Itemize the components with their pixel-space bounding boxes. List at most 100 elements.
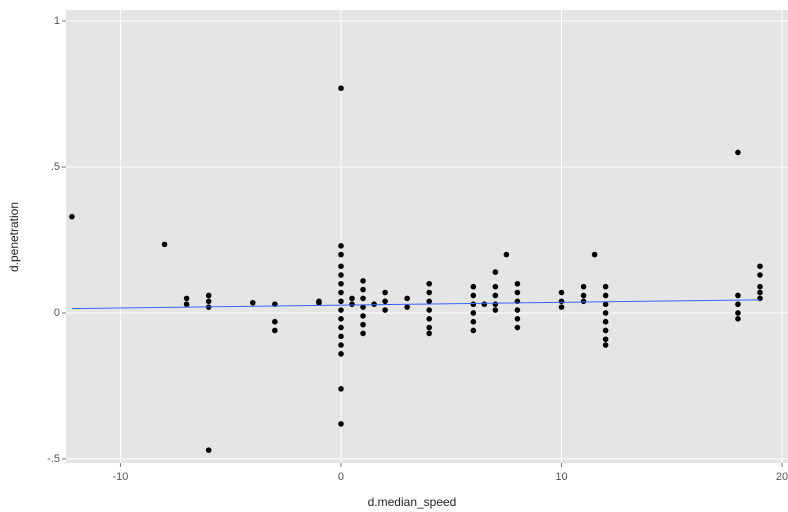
point (161, 241, 168, 248)
point (757, 289, 763, 296)
point (481, 301, 488, 308)
point (382, 307, 388, 313)
point (360, 286, 366, 293)
y-tick-label: 1 (54, 15, 60, 27)
point (514, 316, 521, 322)
point (382, 289, 388, 296)
point (338, 251, 344, 258)
point (514, 289, 521, 296)
point (338, 298, 344, 305)
point (602, 336, 609, 343)
point (580, 292, 587, 299)
point (470, 318, 477, 325)
point (426, 307, 433, 313)
fit-line (71, 299, 760, 310)
point (316, 299, 322, 306)
point (602, 292, 609, 299)
point (470, 301, 477, 308)
point (492, 301, 499, 308)
point (404, 304, 410, 310)
point (514, 307, 521, 313)
point (492, 292, 499, 299)
point (249, 299, 256, 306)
point (360, 330, 366, 337)
point (382, 298, 388, 305)
point (735, 292, 741, 299)
point (591, 251, 598, 258)
point (69, 213, 75, 220)
point (272, 327, 278, 334)
point (558, 304, 565, 310)
x-tick-label: 20 (776, 471, 788, 483)
point (338, 243, 344, 249)
point (426, 330, 433, 337)
point (205, 292, 212, 299)
x-tick-label: 0 (338, 471, 344, 483)
point (338, 351, 344, 357)
x-axis-title: d.median_speed (368, 495, 457, 509)
point (360, 313, 366, 319)
point (492, 269, 499, 275)
point (349, 301, 355, 308)
point (183, 301, 190, 308)
y-tick-label: 0 (54, 307, 60, 319)
point (602, 342, 609, 348)
point (338, 333, 344, 340)
point (349, 295, 355, 302)
point (426, 324, 433, 331)
point (360, 295, 366, 302)
point (360, 304, 366, 310)
point (338, 289, 344, 296)
point (338, 342, 344, 348)
point (470, 327, 477, 334)
point (514, 324, 521, 331)
point (338, 421, 344, 427)
x-tick-label: 10 (555, 471, 567, 483)
point (338, 316, 344, 322)
y-tick-label: .5 (51, 161, 60, 173)
point (338, 263, 344, 270)
point (735, 301, 741, 308)
y-axis-title: d.penetration (7, 202, 21, 272)
point (602, 310, 609, 316)
point (426, 316, 433, 322)
point (580, 283, 587, 290)
point (338, 272, 344, 278)
point (757, 283, 763, 290)
point (558, 289, 565, 296)
point (338, 85, 344, 92)
point (426, 280, 433, 287)
point (338, 307, 344, 313)
point (757, 263, 763, 270)
point (426, 298, 433, 305)
point (735, 316, 741, 322)
point (404, 295, 410, 302)
point (602, 327, 609, 334)
point (735, 310, 741, 316)
point (514, 280, 521, 287)
point (470, 292, 477, 299)
y-tick-label: -.5 (47, 453, 60, 465)
point (492, 307, 499, 313)
point (183, 295, 190, 302)
point (371, 301, 377, 308)
point (360, 278, 366, 284)
point (735, 149, 741, 156)
point (272, 318, 278, 325)
point (757, 272, 763, 278)
point (338, 280, 344, 287)
point (470, 283, 477, 290)
point (492, 283, 499, 290)
point (602, 283, 609, 290)
point (503, 251, 510, 258)
point (205, 298, 212, 305)
x-tick-label: -10 (113, 471, 129, 483)
point (602, 301, 609, 308)
point (470, 310, 477, 316)
point (360, 321, 366, 328)
point (338, 386, 344, 392)
point (558, 298, 565, 305)
point (205, 447, 212, 453)
